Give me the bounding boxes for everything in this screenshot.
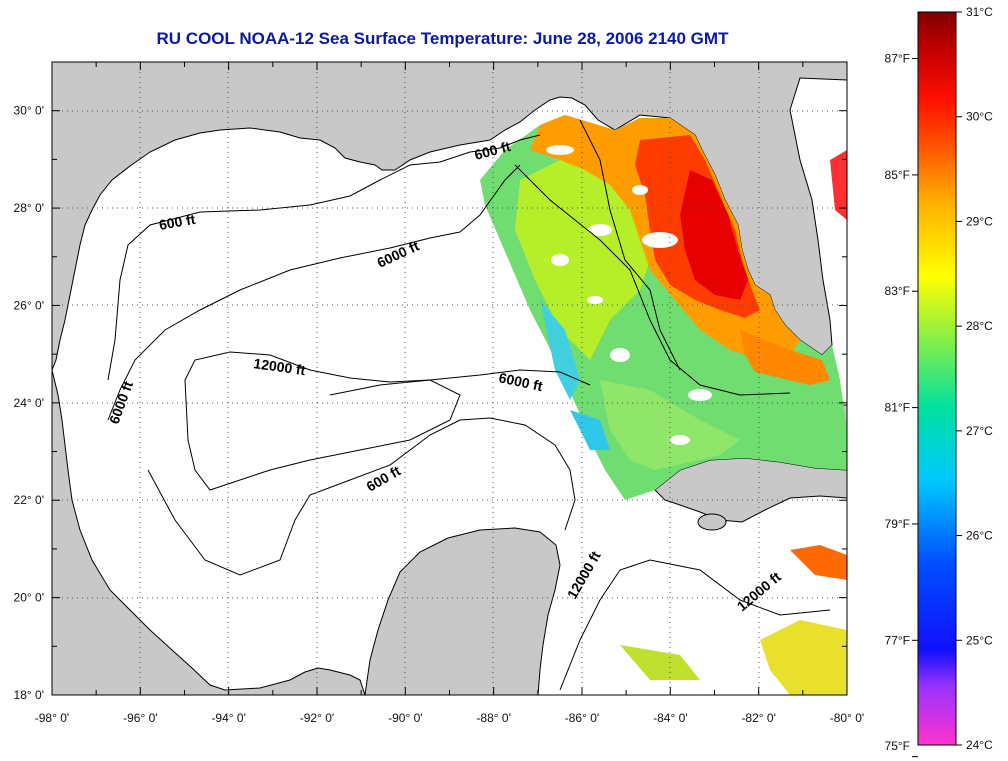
colorbar-label-fahrenheit: 75°F <box>885 739 910 753</box>
colorbar-label-fahrenheit: 77°F <box>885 633 910 647</box>
colorbar-label-celsius: 25°C <box>966 633 993 647</box>
colorbar-label-celsius: 30°C <box>966 110 993 124</box>
contour-600ft <box>107 134 541 381</box>
contour-600ft-south <box>147 417 576 576</box>
lon-tick-label: -86° 0' <box>565 711 599 725</box>
contour-12000ft <box>184 351 461 491</box>
colorbar-label-fahrenheit: 83°F <box>885 284 910 298</box>
graticule <box>52 62 847 695</box>
lon-tick-label: -94° 0' <box>211 711 245 725</box>
bathymetry-contours <box>107 119 831 691</box>
lon-tick-label: -98° 0' <box>35 711 69 725</box>
lon-tick-label: -80° 0' <box>830 711 864 725</box>
map-title: RU COOL NOAA-12 Sea Surface Temperature:… <box>156 29 729 48</box>
contour-label: 12000 ft <box>253 355 307 378</box>
colorbar-label-fahrenheit: 81°F <box>885 401 910 415</box>
lon-tick-label: -82° 0' <box>741 711 775 725</box>
land-mexico-west <box>52 369 366 695</box>
contour-label: 600 ft <box>158 211 197 233</box>
colorbar-label-fahrenheit: 87°F <box>885 52 910 66</box>
lat-tick-label: 22° 0' <box>14 493 44 507</box>
axis-ticks <box>51 61 848 696</box>
colorbar-label-celsius: 27°C <box>966 424 993 438</box>
lat-tick-label: 28° 0' <box>14 201 44 215</box>
lat-tick-label: 30° 0' <box>14 104 44 118</box>
axis-labels: -98° 0' -96° 0' -94° 0' -92° 0' -90° 0' -88° … <box>14 104 865 725</box>
lat-tick-label: 20° 0' <box>14 591 44 605</box>
contour-12000ft-caribbean <box>559 559 831 691</box>
colorbar-label-celsius: 26°C <box>966 529 993 543</box>
lon-tick-label: -84° 0' <box>653 711 687 725</box>
lat-tick-label: 18° 0' <box>14 688 44 702</box>
lon-tick-label: -90° 0' <box>388 711 422 725</box>
colorbar-label-celsius: 24°C <box>966 738 993 752</box>
colorbar-label-celsius: 31°C <box>966 5 993 19</box>
map-layers: 600 ft 600 ft 600 ft 6000 ft 6000 ft 600… <box>52 62 847 695</box>
colorbar <box>917 11 957 746</box>
lon-tick-label: -92° 0' <box>300 711 334 725</box>
sst-swath <box>480 115 847 695</box>
colorbar-labels: 31°C 30°C 29°C 28°C 27°C 26°C 25°C 24°C 87°F 85°F… <box>885 5 993 758</box>
colorbar-label-celsius: 29°C <box>966 214 993 228</box>
lat-tick-label: 26° 0' <box>14 298 44 312</box>
land-yucatan <box>364 527 561 695</box>
colorbar-label-celsius: 28°C <box>966 319 993 333</box>
colorbar-label-fahrenheit: 85°F <box>885 168 910 182</box>
colorbar-label-fahrenheit: 79°F <box>885 517 910 531</box>
lon-tick-label: -88° 0' <box>476 711 510 725</box>
contour-6000ft-east <box>329 369 591 396</box>
lat-tick-label: 24° 0' <box>14 396 44 410</box>
contour-6000ft <box>107 164 521 421</box>
florida-escarpment <box>514 164 791 396</box>
shelf-edge-florida <box>579 119 681 371</box>
lon-tick-label: -96° 0' <box>123 711 157 725</box>
